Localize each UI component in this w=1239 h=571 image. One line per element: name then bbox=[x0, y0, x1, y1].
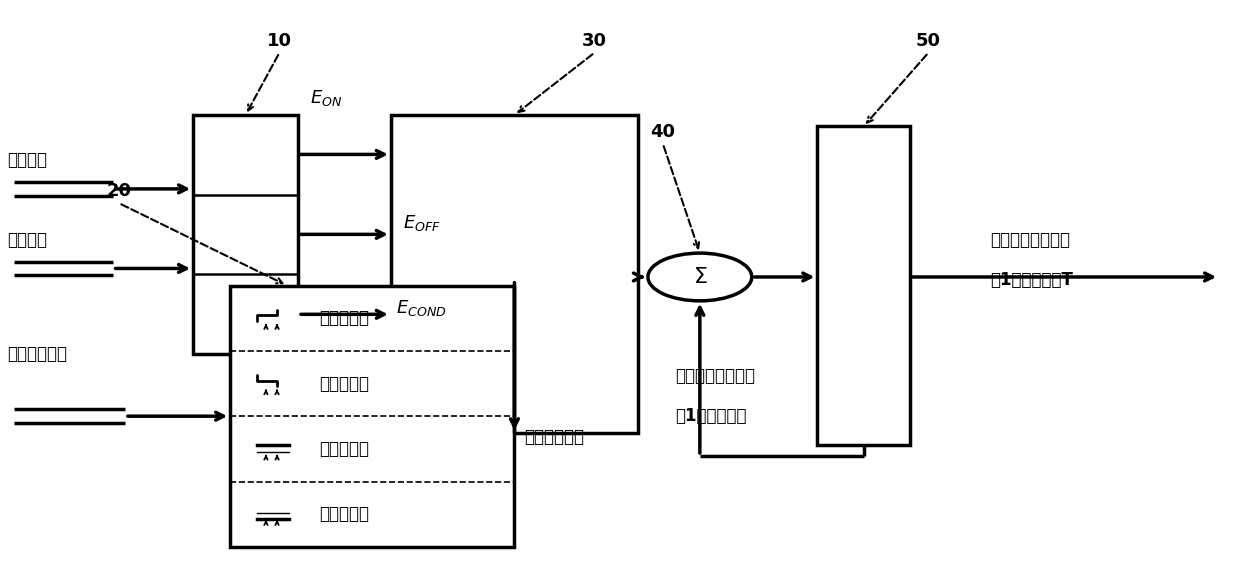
Text: 高电平状态: 高电平状态 bbox=[320, 440, 369, 458]
Text: $E_{COND}$: $E_{COND}$ bbox=[396, 298, 447, 318]
Text: 块1的外壳温度: 块1的外壳温度 bbox=[675, 407, 747, 425]
Text: 门极实时状态: 门极实时状态 bbox=[524, 428, 585, 446]
Bar bbox=[818, 126, 909, 445]
Text: 伺服驱动器功率模: 伺服驱动器功率模 bbox=[675, 367, 755, 385]
Text: 20: 20 bbox=[107, 182, 131, 200]
Text: 直流电压: 直流电压 bbox=[7, 231, 47, 249]
Text: 输出电流: 输出电流 bbox=[7, 151, 47, 170]
Circle shape bbox=[648, 253, 752, 301]
Text: 40: 40 bbox=[650, 123, 675, 140]
Text: 伺服驱动器功率模: 伺服驱动器功率模 bbox=[990, 231, 1070, 249]
Text: $E_{OFF}$: $E_{OFF}$ bbox=[403, 213, 441, 233]
Text: $\Sigma$: $\Sigma$ bbox=[693, 267, 707, 287]
Text: $E_{ON}$: $E_{ON}$ bbox=[311, 88, 343, 108]
Bar bbox=[390, 115, 638, 433]
Text: 下降沿状态: 下降沿状态 bbox=[320, 375, 369, 392]
Text: 50: 50 bbox=[916, 31, 942, 50]
Text: 门极实时信号: 门极实时信号 bbox=[7, 345, 68, 363]
Text: 10: 10 bbox=[268, 31, 292, 50]
Bar bbox=[193, 115, 299, 353]
Text: 低电平状态: 低电平状态 bbox=[320, 505, 369, 523]
Text: 30: 30 bbox=[582, 31, 607, 50]
Text: 上升沿状态: 上升沿状态 bbox=[320, 309, 369, 327]
Text: 块1的实时结温T: 块1的实时结温T bbox=[990, 271, 1073, 289]
Bar bbox=[230, 286, 514, 547]
